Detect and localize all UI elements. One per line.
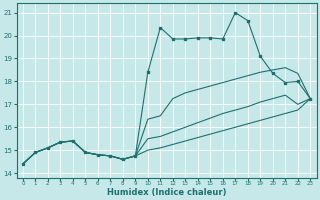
X-axis label: Humidex (Indice chaleur): Humidex (Indice chaleur)	[107, 188, 226, 197]
